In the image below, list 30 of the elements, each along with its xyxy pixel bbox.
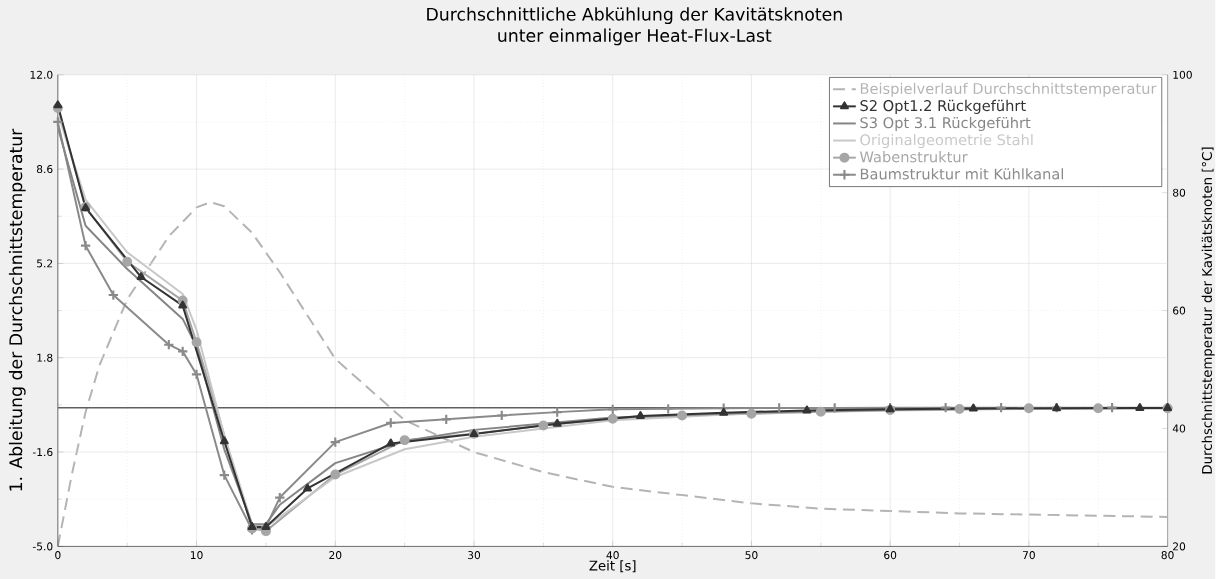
- chart-title: Durchschnittliche Abkühlung der Kavitätsknoten: [427, 7, 842, 24]
- y-tick-label: 1.8: [37, 353, 53, 362]
- y-tick-label: -1.6: [32, 447, 53, 456]
- y2-tick-label: 100: [1173, 70, 1192, 79]
- x-tick-label: 30: [468, 550, 481, 559]
- x-axis-title: Zeit [s]: [589, 560, 636, 572]
- y2-axis-title: Durchschnittstemperatur der Kavitätsknoten [°C]: [1201, 147, 1215, 474]
- legend-label: S2 Opt1.2 Rückgeführt: [860, 99, 1026, 114]
- x-tick-label: 10: [190, 550, 203, 559]
- x-tick-label: 70: [1022, 550, 1035, 559]
- x-tick-label: 60: [884, 550, 897, 559]
- legend-label: Wabenstruktur: [859, 150, 968, 163]
- y2-tick-label: 60: [1173, 306, 1186, 315]
- x-tick-label: 50: [745, 550, 758, 559]
- y2-tick-label: 80: [1173, 188, 1186, 197]
- chart-subtitle: unter einmaliger Heat-Flux-Last: [498, 28, 772, 46]
- x-tick-label: 80: [1161, 550, 1174, 559]
- y-tick-label: 5.2: [37, 259, 53, 268]
- y-tick-label: -5.0: [32, 542, 53, 551]
- y-tick-label: 8.6: [36, 164, 53, 173]
- y-tick-label: 12.0: [30, 70, 53, 79]
- y2-tick-label: 20: [1173, 542, 1186, 551]
- x-tick-label: 40: [606, 550, 619, 559]
- legend-label: Baumstruktur mit Kühlkanal: [860, 168, 1064, 180]
- x-tick-label: 0: [55, 550, 61, 559]
- x-tick-label: 20: [329, 550, 342, 559]
- y2-tick-label: 40: [1172, 424, 1186, 433]
- y-axis-title: 1. Ableitung der Durchschnittstemperatur: [8, 128, 26, 491]
- legend-label: S3 Opt 3.1 Rückgeführt: [860, 116, 1031, 131]
- legend-label: Beispielverlauf Durchschnittstemperatur: [860, 82, 1157, 97]
